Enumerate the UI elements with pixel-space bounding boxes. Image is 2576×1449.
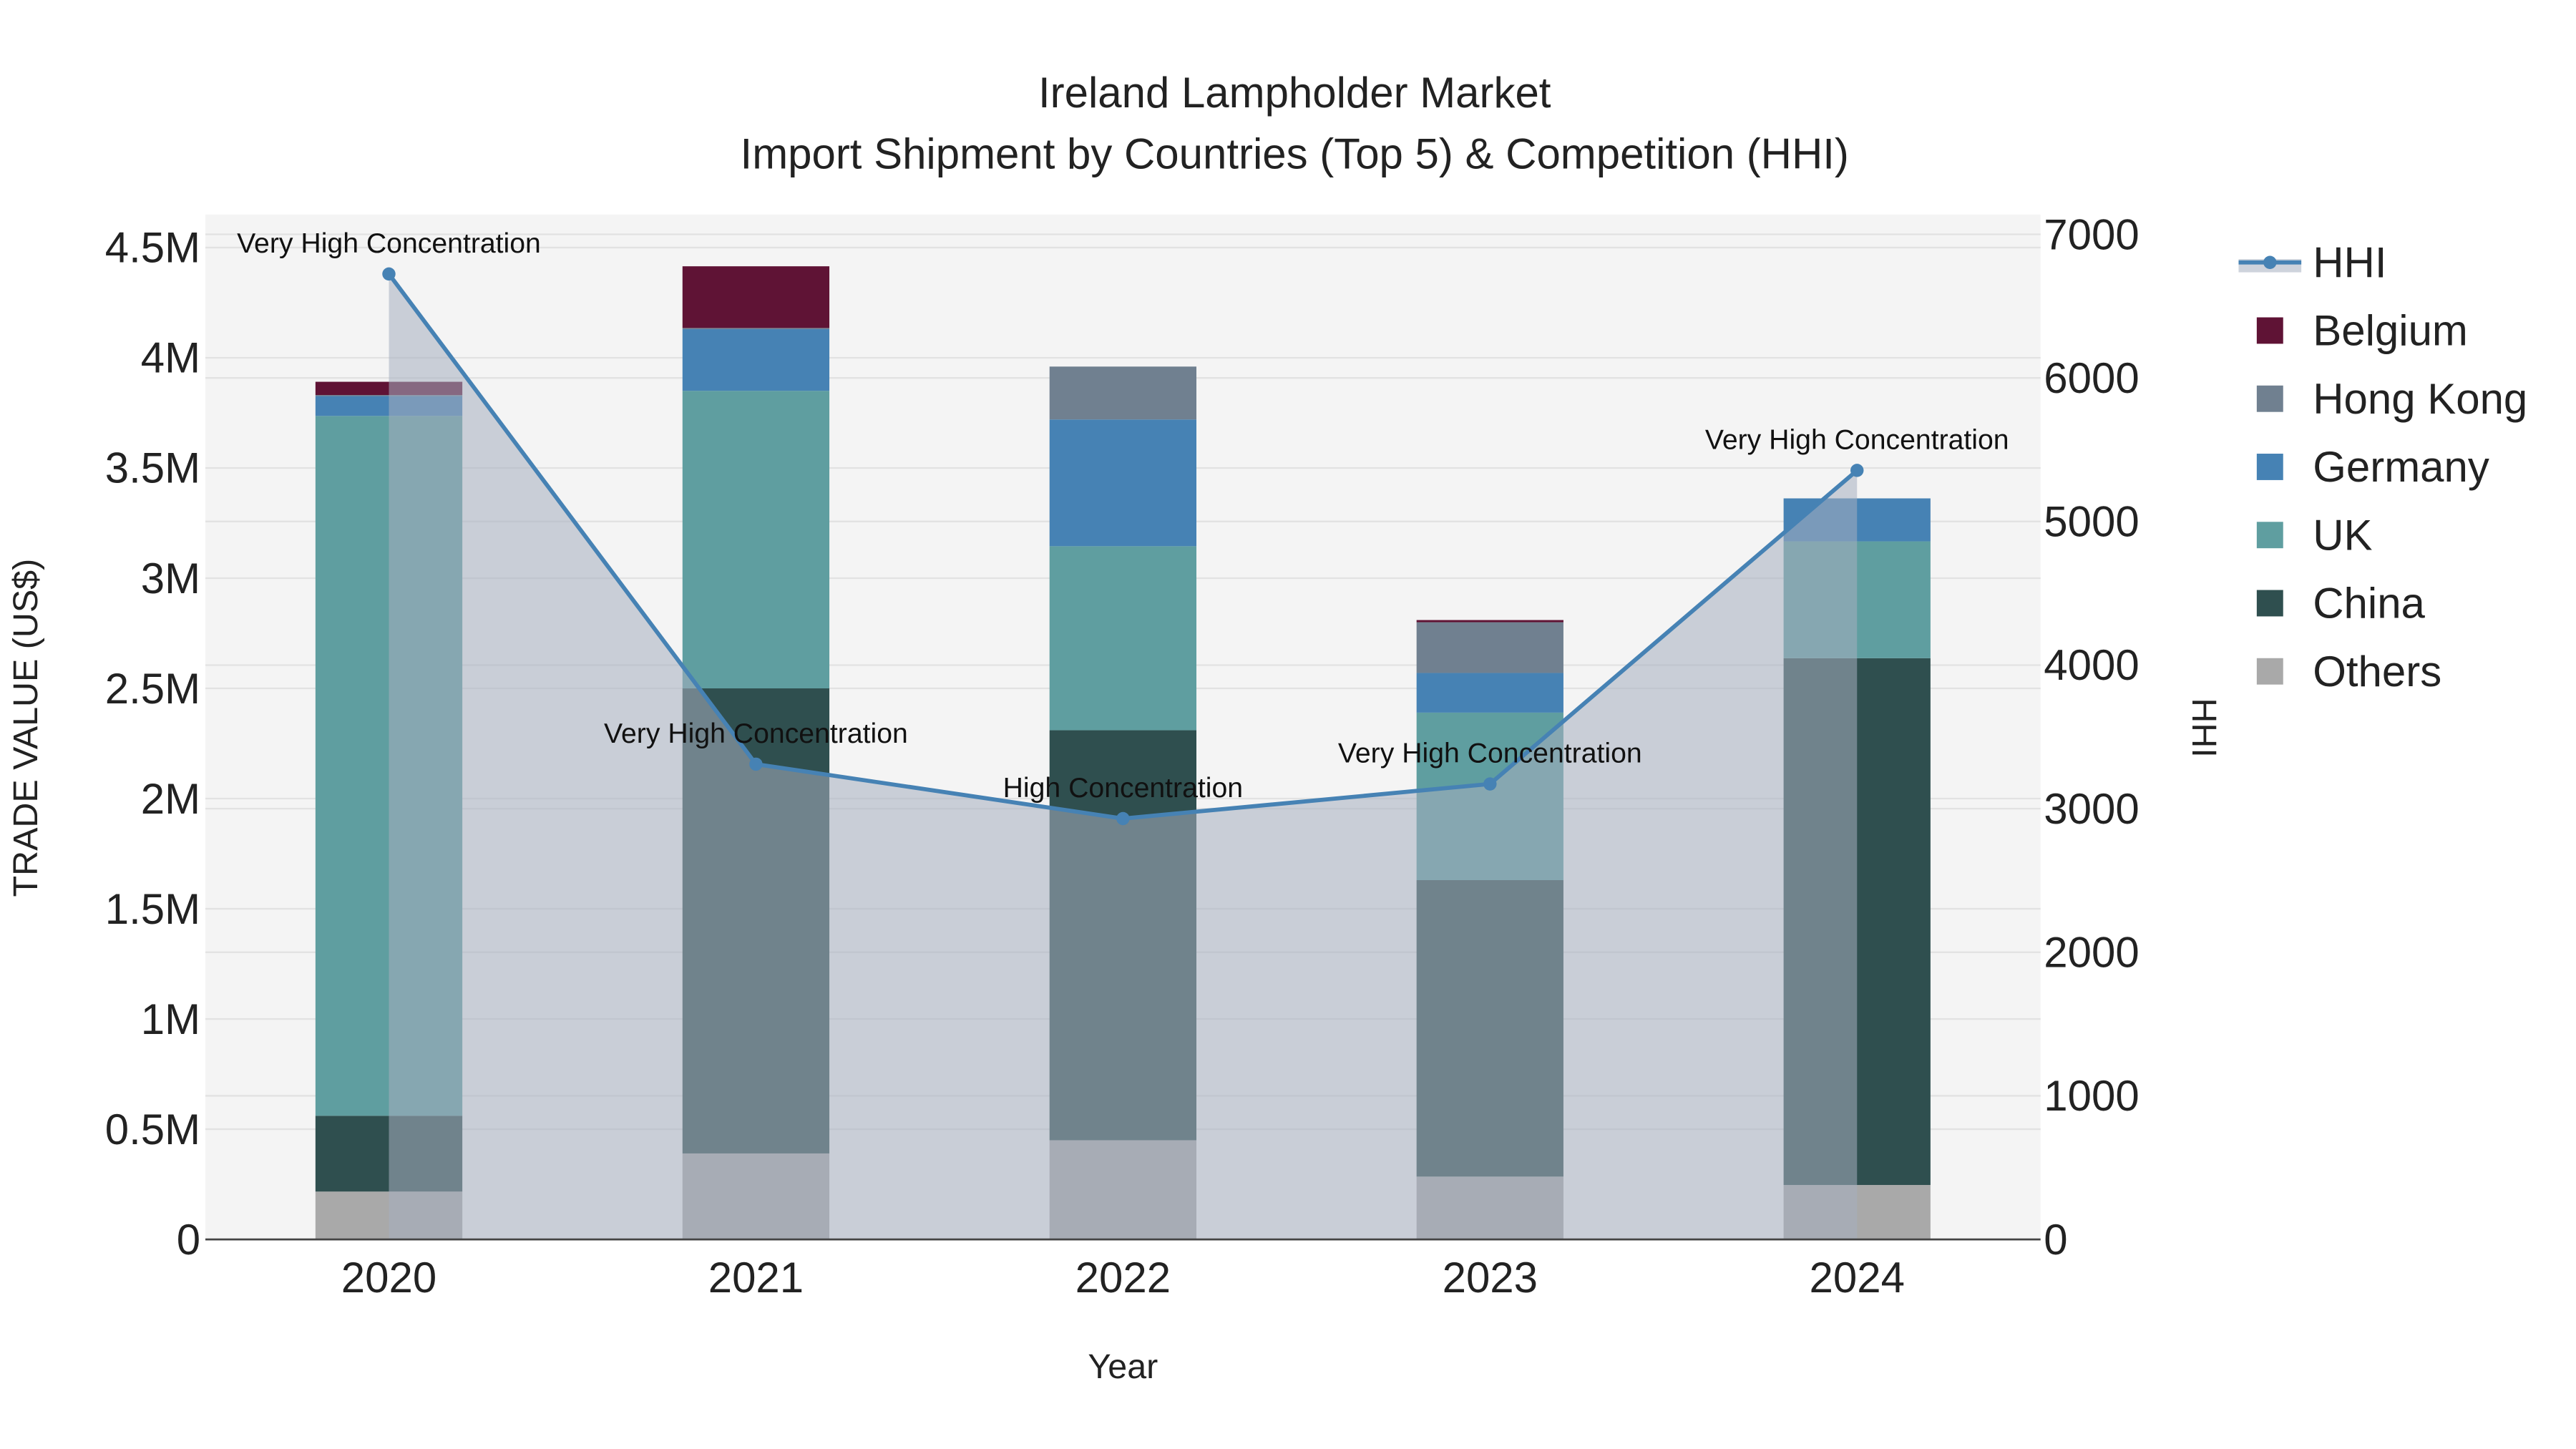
hhi-point-2024 bbox=[1850, 464, 1864, 477]
legend-label: China bbox=[2313, 580, 2425, 628]
legend-label: HHI bbox=[2313, 238, 2386, 286]
y-tick-label: 0.5M bbox=[105, 1106, 200, 1153]
hhi-annotation: Very High Concentration bbox=[1338, 738, 1642, 769]
bar-hong-kong-2023 bbox=[1416, 622, 1563, 673]
y-axis-label: TRADE VALUE (US$) bbox=[6, 559, 45, 897]
y-tick-label: 3M bbox=[141, 555, 200, 602]
x-tick-label: 2023 bbox=[1443, 1254, 1538, 1302]
hhi-point-2023 bbox=[1483, 777, 1497, 791]
legend-swatch-uk bbox=[2256, 522, 2283, 549]
y-tick-label: 4.5M bbox=[105, 224, 200, 272]
bar-germany-2022 bbox=[1049, 419, 1196, 547]
y2-tick-label: 3000 bbox=[2044, 785, 2139, 833]
y-tick-label: 1.5M bbox=[105, 885, 200, 933]
y2-axis-label: HHI bbox=[2185, 698, 2223, 757]
x-tick-label: 2022 bbox=[1075, 1254, 1171, 1302]
y-tick-label: 0 bbox=[177, 1216, 200, 1264]
y2-tick-label: 4000 bbox=[2044, 641, 2139, 689]
hhi-point-2021 bbox=[749, 757, 763, 771]
bar-belgium-2023 bbox=[1416, 620, 1563, 623]
x-tick-label: 2021 bbox=[708, 1254, 804, 1302]
y2-tick-label: 7000 bbox=[2044, 210, 2139, 258]
y-tick-label: 2.5M bbox=[105, 665, 200, 713]
hhi-annotation: High Concentration bbox=[1003, 773, 1243, 804]
y-tick-label: 4M bbox=[141, 334, 200, 382]
y2-tick-label: 0 bbox=[2044, 1216, 2067, 1264]
bar-hong-kong-2021 bbox=[682, 328, 830, 329]
legend-swatch-others bbox=[2256, 658, 2283, 685]
x-tick-label: 2024 bbox=[1810, 1254, 1905, 1302]
legend-swatch-germany bbox=[2256, 454, 2283, 480]
legend-swatch-china bbox=[2256, 590, 2283, 617]
x-tick-label: 2020 bbox=[341, 1254, 436, 1302]
legend-swatch-belgium bbox=[2256, 317, 2283, 344]
bar-hong-kong-2022 bbox=[1049, 366, 1196, 420]
y-tick-label: 2M bbox=[141, 775, 200, 823]
bar-germany-2023 bbox=[1416, 673, 1563, 713]
legend-hhi-swatch-marker bbox=[2263, 255, 2277, 269]
y2-tick-label: 6000 bbox=[2044, 354, 2139, 402]
y-tick-label: 1M bbox=[141, 995, 200, 1043]
y2-tick-label: 2000 bbox=[2044, 929, 2139, 977]
chart-title: Ireland Lampholder Market bbox=[1038, 69, 1551, 117]
hhi-annotation: Very High Concentration bbox=[1705, 424, 2009, 455]
chart-subtitle: Import Shipment by Countries (Top 5) & C… bbox=[741, 130, 1849, 177]
legend-label: Others bbox=[2313, 648, 2441, 696]
legend: HHI Belgium Hong Kong Germany UK China Others bbox=[2238, 238, 2527, 696]
bar-germany-2021 bbox=[682, 328, 830, 391]
legend-label: Belgium bbox=[2313, 307, 2468, 355]
legend-label: UK bbox=[2313, 511, 2372, 559]
bar-uk-2022 bbox=[1049, 546, 1196, 731]
legend-label: Hong Kong bbox=[2313, 375, 2527, 423]
bar-hong-kong-2020 bbox=[315, 395, 463, 396]
bar-uk-2021 bbox=[682, 391, 830, 689]
hhi-point-2022 bbox=[1116, 811, 1130, 826]
legend-swatch-hong-kong bbox=[2256, 385, 2283, 412]
bar-belgium-2021 bbox=[682, 266, 830, 328]
y2-tick-label: 1000 bbox=[2044, 1072, 2139, 1120]
y-tick-label: 3.5M bbox=[105, 444, 200, 492]
hhi-area bbox=[389, 273, 1858, 1240]
x-axis-label: Year bbox=[1088, 1347, 1158, 1386]
hhi-annotation: Very High Concentration bbox=[604, 718, 908, 749]
y2-tick-label: 5000 bbox=[2044, 498, 2139, 546]
hhi-annotation: Very High Concentration bbox=[237, 228, 541, 259]
legend-label: Germany bbox=[2313, 443, 2489, 491]
hhi-point-2020 bbox=[382, 267, 396, 281]
